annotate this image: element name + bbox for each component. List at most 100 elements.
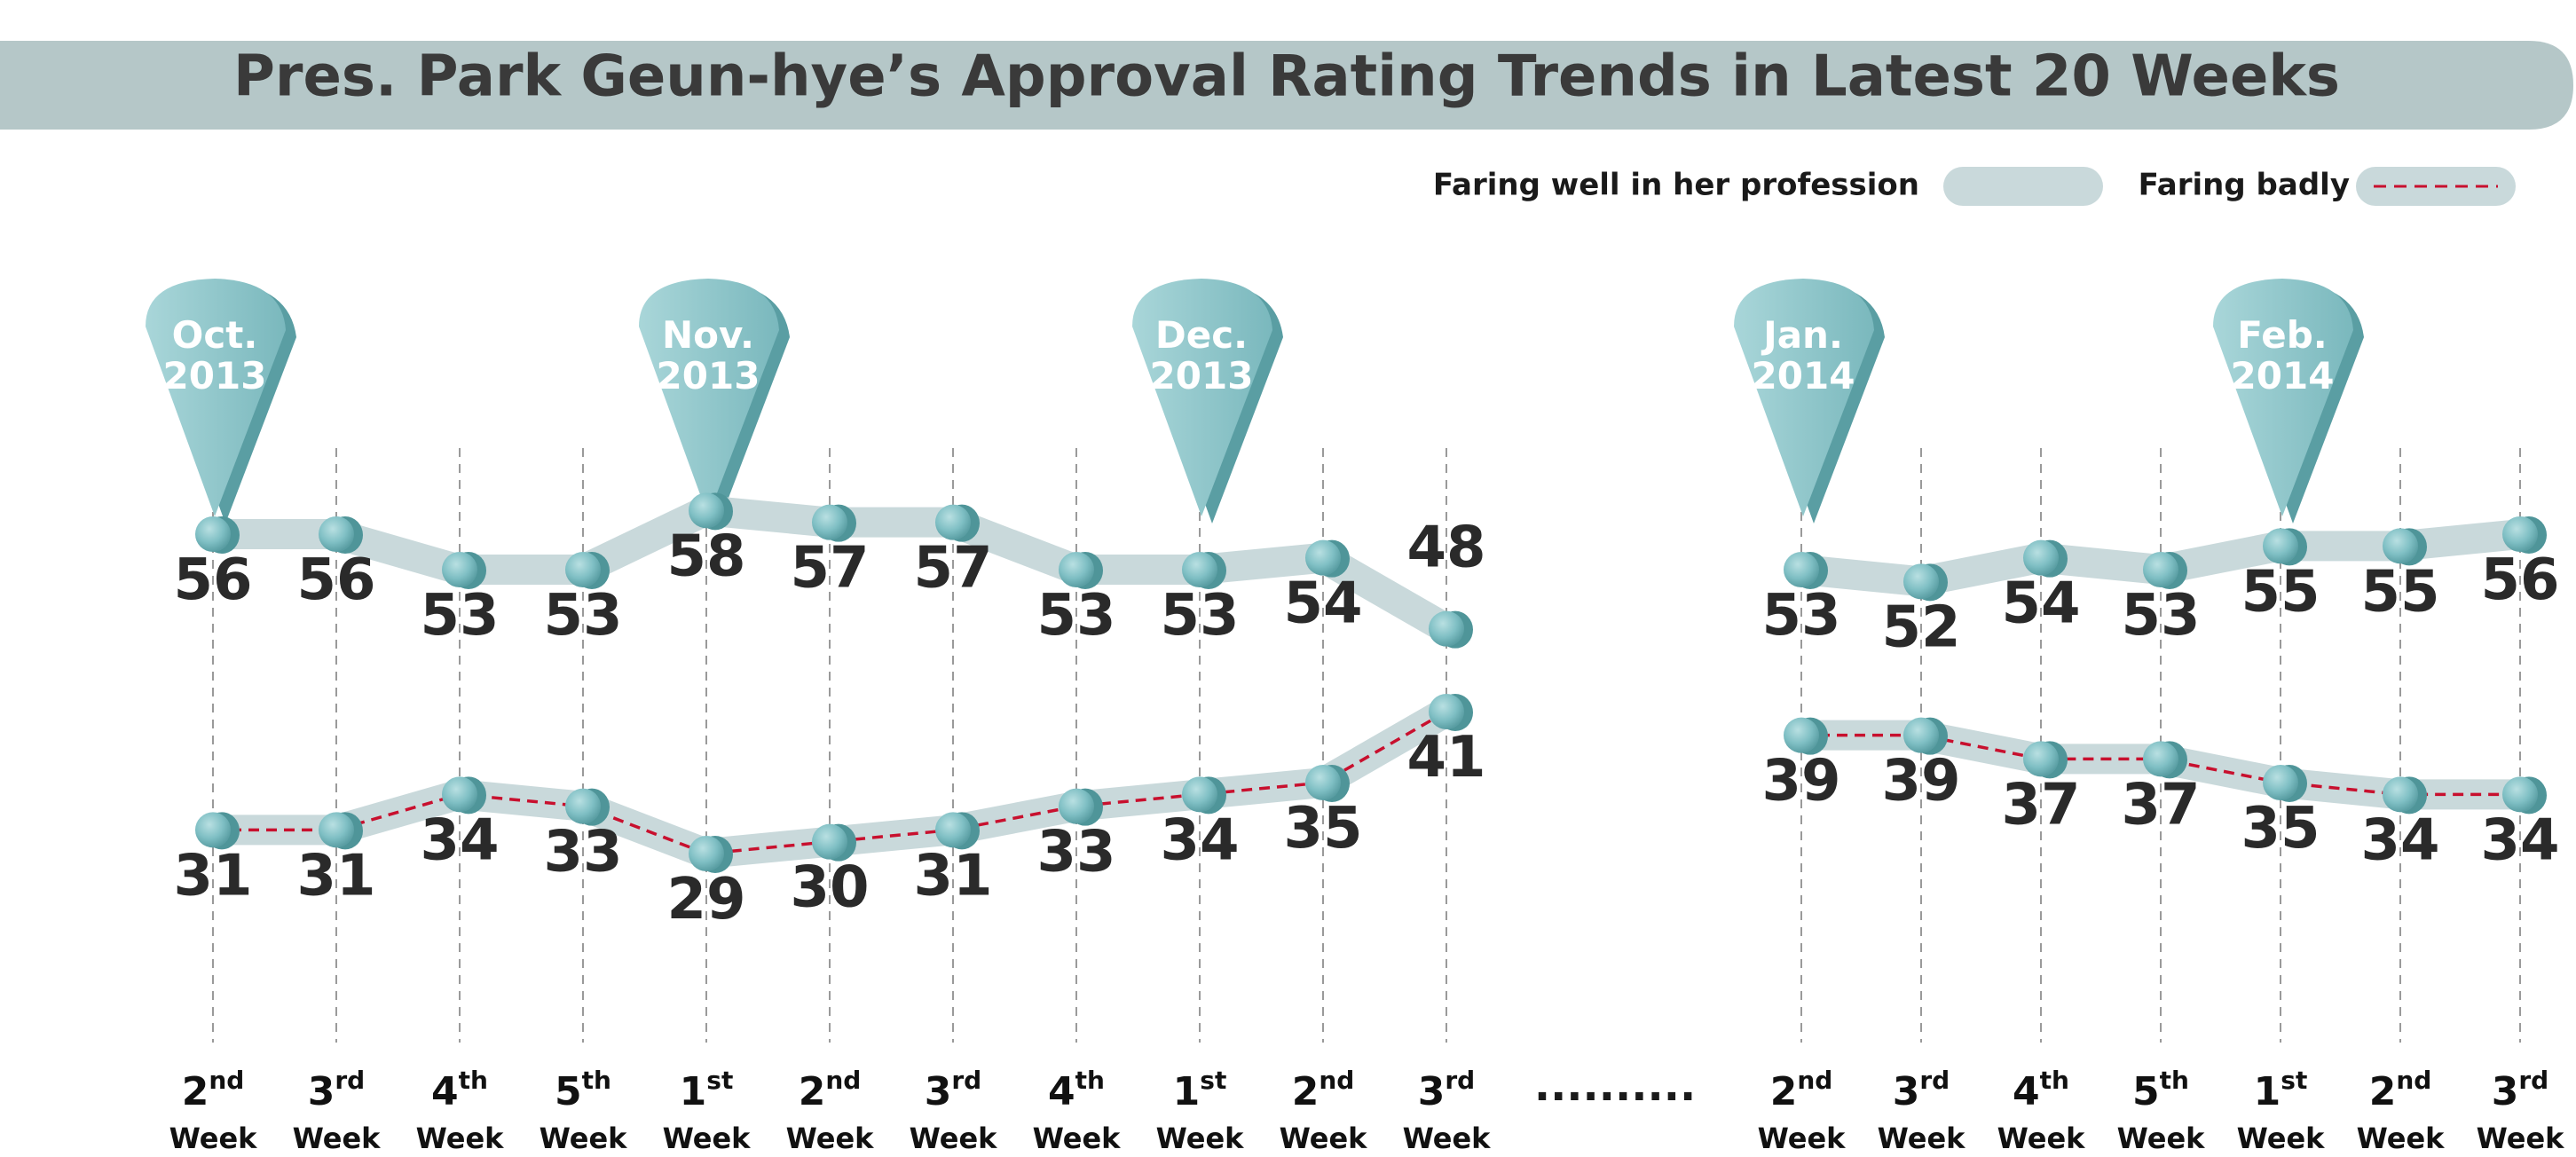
disapprove-point-12 <box>1903 717 1948 755</box>
data-point-face <box>1182 552 1217 587</box>
x-tick-ordinal: 3rd <box>1893 1066 1950 1114</box>
approve-point-14 <box>2143 552 2187 589</box>
data-point-face <box>1182 776 1217 813</box>
disapprove-point-0 <box>195 812 240 850</box>
approve-point-3 <box>565 552 610 589</box>
disapprove-point-11 <box>1784 717 1828 755</box>
data-point-face <box>2383 776 2418 813</box>
x-tick-unit: Week <box>2117 1122 2206 1155</box>
x-tick-unit: Week <box>169 1122 258 1155</box>
x-tick-unit: Week <box>663 1122 752 1155</box>
legend-swatch-approve <box>1943 167 2103 206</box>
disapprove-point-17 <box>2502 776 2547 815</box>
x-tick-unit: Week <box>1878 1122 1966 1155</box>
data-point-face <box>2263 528 2298 564</box>
x-tick-unit: Week <box>1403 1122 1492 1155</box>
x-tick-unit: Week <box>1033 1122 1122 1155</box>
x-tick-label-10: 3rd Week <box>1403 1066 1492 1155</box>
x-tick-ordinal: 5th <box>555 1066 611 1114</box>
x-tick-unit: Week <box>2357 1122 2446 1155</box>
x-tick-label-5: 2nd Week <box>786 1066 875 1155</box>
data-point-face <box>195 516 231 552</box>
x-tick-ordinal: 2nd <box>1292 1066 1355 1114</box>
x-tick-label-3: 5th Week <box>540 1066 628 1155</box>
disapprove-value-label-11: 39 <box>1761 749 1840 815</box>
approve-point-8 <box>1182 552 1226 589</box>
month-pin-body <box>1734 279 1874 516</box>
data-point-face <box>689 492 724 529</box>
disapprove-value-label-6: 31 <box>913 843 992 909</box>
disapprove-value-label-3: 33 <box>543 820 622 885</box>
x-tick-ordinal: 2nd <box>1770 1066 1833 1114</box>
x-tick-label-14: 5th Week <box>2117 1066 2206 1155</box>
approve-point-12 <box>1903 563 1948 602</box>
month-label-year: 2013 <box>657 354 760 397</box>
data-point-face <box>1903 563 1939 600</box>
x-tick-unit: Week <box>786 1122 875 1155</box>
month-label-name: Nov. <box>662 313 754 357</box>
disapprove-value-label-7: 33 <box>1036 820 1115 885</box>
month-label-name: Jan. <box>1761 313 1843 357</box>
approve-value-label-1: 56 <box>296 547 375 613</box>
disapprove-point-16 <box>2383 776 2427 815</box>
approve-point-6 <box>935 504 980 542</box>
disapprove-value-label-4: 29 <box>666 867 745 933</box>
data-point-face <box>2023 539 2059 576</box>
disapprove-series <box>195 694 2547 873</box>
data-point-face <box>2143 552 2178 587</box>
month-label-year: 2013 <box>1150 354 1254 397</box>
x-tick-label-7: 4th Week <box>1033 1066 1122 1155</box>
disapprove-point-6 <box>935 812 980 850</box>
approve-value-label-7: 53 <box>1036 583 1115 649</box>
x-tick-label-0: 2nd Week <box>169 1066 258 1155</box>
gap-ellipsis: .......... <box>1534 1061 1696 1111</box>
chart-title: Pres. Park Geun-hye’s Approval Rating Tr… <box>233 44 2340 110</box>
disapprove-value-label-1: 31 <box>296 843 375 909</box>
approve-point-5 <box>812 504 856 542</box>
approve-point-0 <box>195 516 240 554</box>
disapprove-point-3 <box>565 788 610 826</box>
month-label-year: 2013 <box>163 354 267 397</box>
month-pin-body <box>1132 279 1272 516</box>
data-point-face <box>689 836 724 871</box>
data-point-face <box>1059 788 1094 824</box>
x-tick-ordinal: 1st <box>680 1066 734 1114</box>
x-tick-unit: Week <box>2237 1122 2326 1155</box>
x-tick-ordinal: 1st <box>1173 1066 1227 1114</box>
approve-value-label-8: 53 <box>1160 583 1239 649</box>
x-tick-label-12: 3rd Week <box>1878 1066 1966 1155</box>
disapprove-point-9 <box>1305 765 1350 802</box>
approve-value-label-12: 52 <box>1881 594 1960 660</box>
x-tick-label-16: 2nd Week <box>2357 1066 2446 1155</box>
data-point-face <box>812 504 847 540</box>
month-label-name: Dec. <box>1155 313 1248 357</box>
month-label-name: Feb. <box>2237 313 2328 357</box>
disapprove-point-5 <box>812 823 856 862</box>
data-point-face <box>195 812 231 848</box>
x-tick-label-4: 1st Week <box>663 1066 752 1155</box>
data-point-face <box>1429 610 1464 647</box>
approve-point-13 <box>2023 539 2068 578</box>
approve-value-label-0: 56 <box>173 547 252 613</box>
x-tick-unit: Week <box>540 1122 628 1155</box>
data-point-face <box>2383 528 2418 564</box>
approve-value-label-15: 55 <box>2241 559 2320 625</box>
approve-point-4 <box>689 492 733 531</box>
data-point-face <box>1903 717 1939 753</box>
month-label-year: 2014 <box>2231 354 2335 397</box>
approve-value-label-5: 57 <box>790 536 869 602</box>
x-tick-ordinal: 3rd <box>925 1066 981 1114</box>
approve-value-label-6: 57 <box>913 536 992 602</box>
data-point-face <box>442 552 477 587</box>
approve-value-label-17: 56 <box>2480 547 2559 613</box>
data-point-face <box>565 788 601 824</box>
x-tick-unit: Week <box>1156 1122 1245 1155</box>
disapprove-value-label-2: 34 <box>420 807 499 873</box>
month-pin-body <box>146 279 286 516</box>
approve-value-label-16: 55 <box>2360 559 2439 625</box>
data-point-face <box>1305 765 1341 800</box>
x-tick-ordinal: 4th <box>2013 1066 2069 1114</box>
x-tick-ordinal: 2nd <box>799 1066 862 1114</box>
approve-point-11 <box>1784 552 1828 589</box>
